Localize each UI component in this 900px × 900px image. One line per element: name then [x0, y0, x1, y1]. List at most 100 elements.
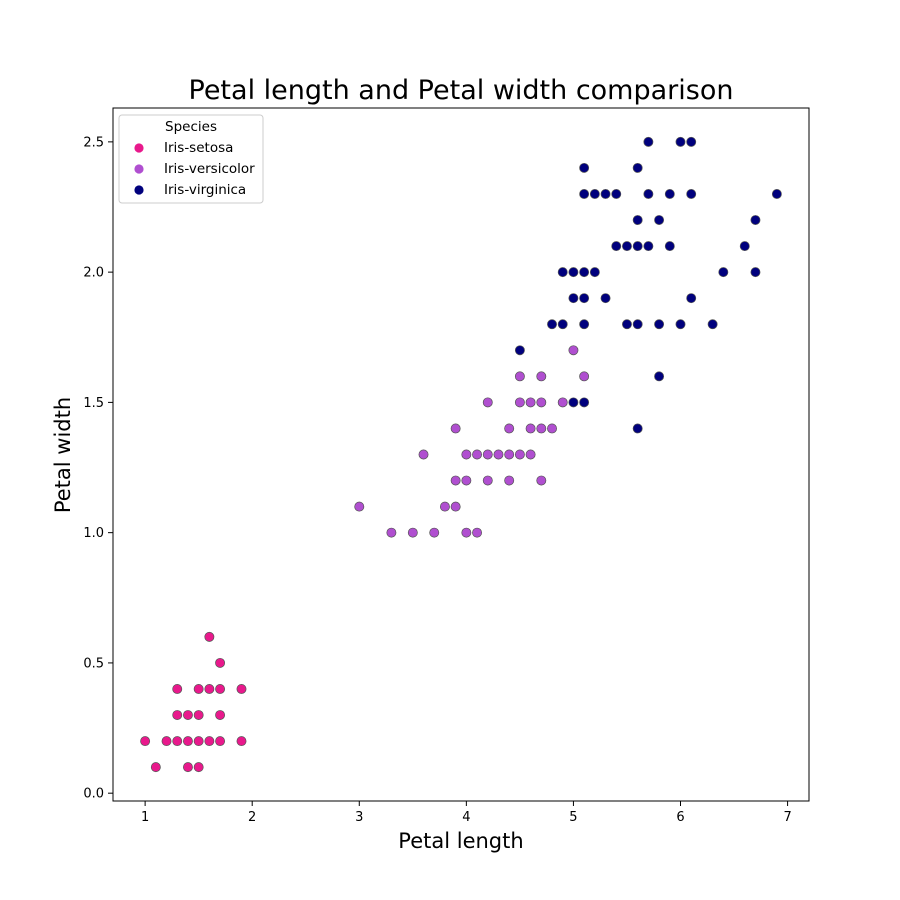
legend-title: Species [165, 119, 217, 135]
point-virginica [654, 320, 663, 329]
point-virginica [740, 241, 749, 250]
point-virginica [580, 320, 589, 329]
x-tick-label: 3 [355, 810, 363, 825]
point-versicolor [526, 450, 535, 459]
point-setosa [183, 710, 192, 719]
y-tick-label: 2.0 [83, 266, 104, 281]
point-versicolor [451, 476, 460, 485]
point-setosa [194, 710, 203, 719]
point-versicolor [462, 450, 471, 459]
legend-label-virginica: Iris-virginica [164, 182, 246, 198]
x-tick-label: 1 [141, 810, 149, 825]
plot-frame [113, 108, 809, 801]
y-tick-label: 1.0 [83, 526, 104, 541]
point-versicolor [526, 398, 535, 407]
point-virginica [687, 294, 696, 303]
point-versicolor [569, 346, 578, 355]
point-virginica [719, 268, 728, 277]
point-versicolor [515, 398, 524, 407]
point-virginica [580, 294, 589, 303]
point-virginica [633, 424, 642, 433]
point-versicolor [472, 450, 481, 459]
point-virginica [676, 137, 685, 146]
x-tick-label: 5 [569, 810, 577, 825]
point-versicolor [472, 528, 481, 537]
point-setosa [215, 736, 224, 745]
point-setosa [194, 736, 203, 745]
point-virginica [687, 137, 696, 146]
point-virginica [772, 189, 781, 198]
point-versicolor [558, 398, 567, 407]
point-setosa [194, 763, 203, 772]
point-setosa [194, 684, 203, 693]
point-versicolor [537, 372, 546, 381]
x-axis: 1 2 3 4 5 6 7 [141, 801, 792, 825]
point-virginica [569, 398, 578, 407]
point-versicolor [451, 424, 460, 433]
point-versicolor [462, 476, 471, 485]
legend-marker-versicolor [134, 164, 143, 173]
legend-label-setosa: Iris-setosa [164, 140, 233, 156]
x-tick-label: 6 [676, 810, 684, 825]
x-axis-title: Petal length [398, 829, 523, 853]
point-virginica [654, 372, 663, 381]
point-virginica [601, 294, 610, 303]
x-tick-label: 2 [248, 810, 256, 825]
y-tick-label: 2.5 [83, 135, 104, 150]
legend-marker-virginica [134, 185, 143, 194]
point-virginica [633, 241, 642, 250]
point-setosa [173, 710, 182, 719]
point-versicolor [515, 450, 524, 459]
y-axis-title: Petal width [51, 397, 75, 513]
point-versicolor [505, 424, 514, 433]
point-versicolor [505, 476, 514, 485]
chart-title: Petal length and Petal width comparison [189, 75, 734, 106]
point-setosa [183, 763, 192, 772]
point-virginica [644, 137, 653, 146]
legend-label-versicolor: Iris-versicolor [164, 161, 255, 177]
point-virginica [644, 189, 653, 198]
legend-marker-setosa [134, 143, 143, 152]
y-tick-label: 0.5 [83, 656, 104, 671]
point-versicolor [355, 502, 364, 511]
point-versicolor [387, 528, 396, 537]
legend: Species Iris-setosa Iris-versicolor Iris… [119, 115, 263, 203]
point-setosa [215, 684, 224, 693]
point-versicolor [483, 450, 492, 459]
point-virginica [708, 320, 717, 329]
point-setosa [173, 736, 182, 745]
point-setosa [151, 763, 160, 772]
y-tick-label: 0.0 [83, 787, 104, 802]
point-virginica [612, 189, 621, 198]
point-versicolor [440, 502, 449, 511]
point-virginica [569, 268, 578, 277]
point-virginica [580, 268, 589, 277]
point-setosa [237, 736, 246, 745]
point-versicolor [494, 450, 503, 459]
point-versicolor [483, 398, 492, 407]
x-tick-label: 7 [783, 810, 791, 825]
point-virginica [601, 189, 610, 198]
point-versicolor [526, 424, 535, 433]
point-virginica [580, 189, 589, 198]
point-setosa [173, 684, 182, 693]
point-virginica [569, 294, 578, 303]
point-versicolor [505, 450, 514, 459]
y-tick-label: 1.5 [83, 396, 104, 411]
point-virginica [515, 346, 524, 355]
point-setosa [162, 736, 171, 745]
point-virginica [751, 215, 760, 224]
point-virginica [558, 268, 567, 277]
point-virginica [590, 189, 599, 198]
point-virginica [665, 189, 674, 198]
point-virginica [751, 268, 760, 277]
point-versicolor [547, 424, 556, 433]
x-tick-label: 4 [462, 810, 470, 825]
points-layer [141, 137, 782, 771]
point-virginica [633, 215, 642, 224]
point-setosa [205, 736, 214, 745]
point-virginica [622, 241, 631, 250]
point-virginica [633, 320, 642, 329]
y-axis: 0.0 0.5 1.0 1.5 2.0 2.5 [83, 135, 113, 801]
